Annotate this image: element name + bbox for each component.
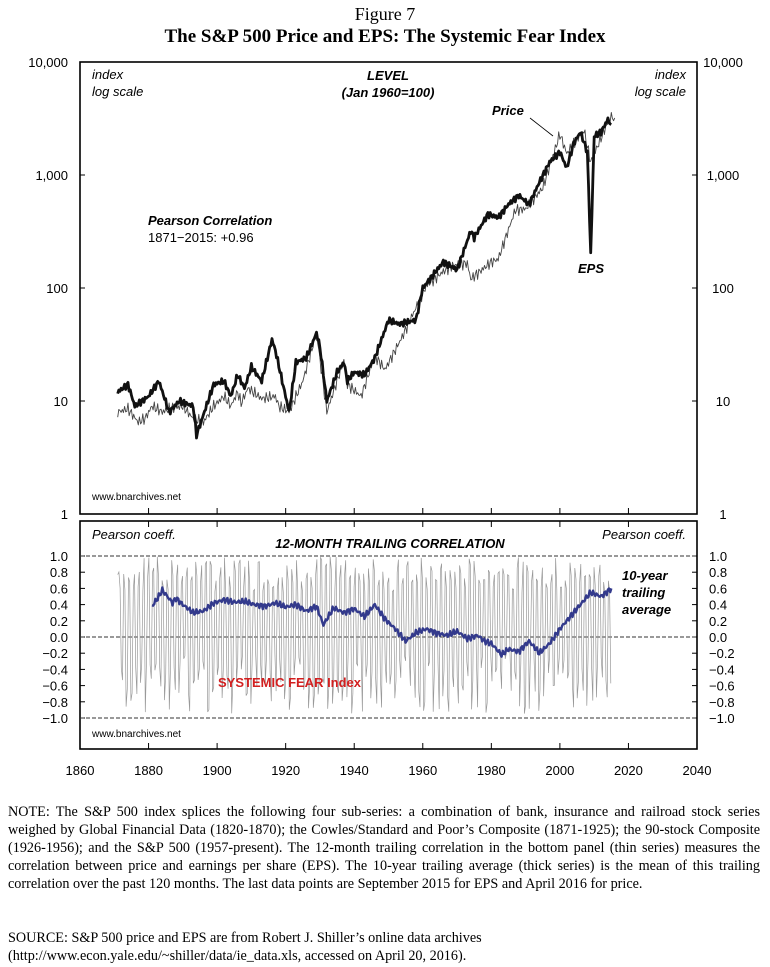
bottom-ytick-label-left: 0.2 xyxy=(50,614,68,629)
bottom-watermark: www.bnarchives.net xyxy=(91,729,181,740)
bottom-ytick-label-right: −0.4 xyxy=(709,662,735,677)
top-ytick-label-right: 1 xyxy=(719,507,726,522)
source-text: SOURCE: S&P 500 price and EPS are from R… xyxy=(8,929,760,965)
bottom-ytick-label-left: 0.4 xyxy=(50,598,68,613)
bottom-ytick-label-right: −0.6 xyxy=(709,679,735,694)
top-series xyxy=(116,112,616,440)
bottom-ytick-label-left: 0.8 xyxy=(50,565,68,580)
top-watermark: www.bnarchives.net xyxy=(91,492,181,503)
price-series-line xyxy=(117,112,616,426)
bottom-ytick-label-right: −0.8 xyxy=(709,695,735,710)
top-panel-subtitle: (Jan 1960=100) xyxy=(342,85,435,100)
chart-figure: 1 1 10 10 100 100 1,000 1,000 10,000 10,000 1.0 1.… xyxy=(28,55,743,778)
top-ytick-label-right: 10,000 xyxy=(703,55,743,70)
bottom-right-axis-label: Pearson coeff. xyxy=(602,527,686,542)
bottom-ytick-label-right: −0.2 xyxy=(709,646,735,661)
xtick-label: 1920 xyxy=(271,763,300,778)
xtick-label: 2000 xyxy=(545,763,574,778)
source-line-1: SOURCE: S&P 500 price and EPS are from R… xyxy=(8,930,482,946)
source-line-2: (http://www.econ.yale.edu/~shiller/data/… xyxy=(8,948,467,964)
top-ytick-label-left: 1,000 xyxy=(35,168,68,183)
top-right-axis-label-2: log scale xyxy=(635,84,686,99)
figure-title: The S&P 500 Price and EPS: The Systemic … xyxy=(164,26,606,47)
top-ytick-label-right: 100 xyxy=(712,281,734,296)
top-ytick-label-left: 1 xyxy=(61,507,68,522)
xtick-label: 1880 xyxy=(134,763,163,778)
systemic-fear-series-line xyxy=(117,556,612,714)
bottom-ytick-label-left: 0.0 xyxy=(50,630,68,645)
top-ytick-label-left: 10 xyxy=(54,394,68,409)
ten-year-average-series-line xyxy=(151,586,613,658)
price-label-leader xyxy=(529,117,554,137)
bottom-ytick-label-right: 0.0 xyxy=(709,630,727,645)
xtick-label: 1960 xyxy=(408,763,437,778)
top-ytick-label-right: 1,000 xyxy=(707,168,740,183)
figure-label: Figure 7 xyxy=(354,4,416,24)
bottom-ytick-label-left: −0.8 xyxy=(42,695,68,710)
top-ytick-label-left: 100 xyxy=(46,281,68,296)
systemic-fear-label: SYSTEMIC FEAR Index xyxy=(218,675,362,690)
avg-label-1: 10-year xyxy=(622,568,668,583)
xtick-label: 1900 xyxy=(203,763,232,778)
bottom-ytick-label-right: 1.0 xyxy=(709,549,727,564)
top-ytick-label-left: 10,000 xyxy=(28,55,68,70)
bottom-ytick-label-right: 0.4 xyxy=(709,598,727,613)
xtick-label: 1980 xyxy=(477,763,506,778)
bottom-ytick-label-left: −0.6 xyxy=(42,679,68,694)
pearson-annotation-text: 1871−2015: +0.96 xyxy=(148,230,254,245)
pearson-annotation-title: Pearson Correlation xyxy=(148,213,272,228)
bottom-y-ticks: 1.0 1.00.8 0.80.6 0.60.4 0.40.2 0.20.0 0.0−0.2… xyxy=(42,549,734,726)
bottom-ytick-label-left: 1.0 xyxy=(50,549,68,564)
note-text: NOTE: The S&P 500 index splices the foll… xyxy=(8,804,760,892)
price-series-label: Price xyxy=(492,103,524,118)
bottom-ytick-label-left: 0.6 xyxy=(50,581,68,596)
top-panel-title: LEVEL xyxy=(367,68,409,83)
top-y-ticks: 1 1 10 10 100 100 1,000 1,000 10,000 10,000 xyxy=(28,55,743,522)
bottom-left-axis-label: Pearson coeff. xyxy=(92,527,176,542)
xtick-label: 1940 xyxy=(340,763,369,778)
bottom-panel-title: 12-MONTH TRAILING CORRELATION xyxy=(275,536,505,551)
bottom-ytick-label-left: −0.2 xyxy=(42,646,68,661)
avg-label-2: trailing xyxy=(622,585,665,600)
avg-label-3: average xyxy=(622,602,671,617)
eps-series-label: EPS xyxy=(578,261,604,276)
eps-series-line xyxy=(116,116,612,440)
top-right-axis-label-1: index xyxy=(655,67,687,82)
bottom-panel-frame xyxy=(79,520,698,750)
xtick-label: 2020 xyxy=(614,763,643,778)
xtick-label: 2040 xyxy=(683,763,712,778)
bottom-ytick-label-right: −1.0 xyxy=(709,711,735,726)
bottom-series xyxy=(117,556,613,714)
xtick-label: 1860 xyxy=(66,763,95,778)
bottom-ytick-label-left: −0.4 xyxy=(42,662,68,677)
top-left-axis-label-1: index xyxy=(92,67,124,82)
top-ytick-label-right: 10 xyxy=(716,394,730,409)
bottom-ytick-label-right: 0.8 xyxy=(709,565,727,580)
top-panel-frame xyxy=(79,61,698,515)
bottom-ytick-label-right: 0.6 xyxy=(709,581,727,596)
bottom-ytick-label-right: 0.2 xyxy=(709,614,727,629)
top-left-axis-label-2: log scale xyxy=(92,84,143,99)
bottom-ytick-label-left: −1.0 xyxy=(42,711,68,726)
x-ticks: 1860 1880 1900 1920 1940 1960 1980 2000 2020 2040 xyxy=(66,508,712,778)
